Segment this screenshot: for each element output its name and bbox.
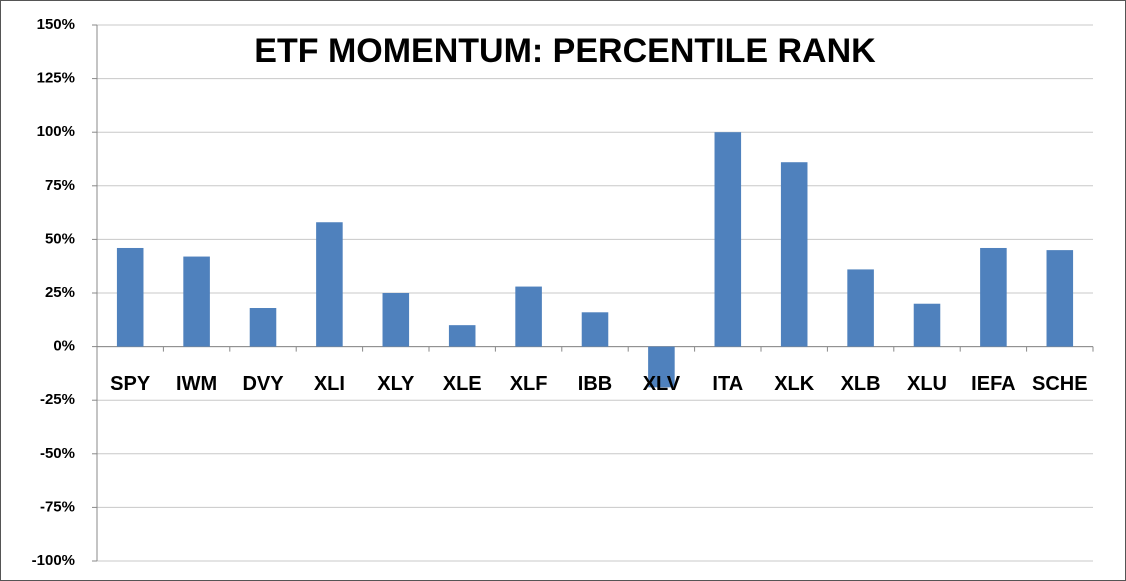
- bar: [780, 162, 808, 347]
- chart-title: ETF MOMENTUM: PERCENTILE RANK: [254, 32, 876, 70]
- x-tick-label: SPY: [110, 373, 151, 395]
- x-tick-label: XLI: [314, 373, 345, 395]
- bar: [913, 303, 941, 347]
- bar: [648, 346, 675, 388]
- bar: [116, 247, 144, 347]
- x-tick-label: IEFA: [971, 373, 1015, 395]
- bar: [714, 132, 742, 347]
- x-tick-label: IWM: [176, 373, 217, 395]
- bar: [847, 269, 874, 347]
- x-tick-label: DVY: [242, 373, 284, 395]
- x-tick-label: ITA: [712, 373, 743, 395]
- bar: [448, 325, 476, 347]
- bar: [980, 247, 1007, 347]
- x-tick-label: XLB: [841, 373, 881, 395]
- y-tick-label: 0%: [53, 338, 75, 355]
- x-tick-label: XLY: [377, 373, 415, 395]
- y-tick-label: 50%: [45, 230, 75, 247]
- bar: [581, 312, 609, 347]
- x-tick-label: XLV: [643, 373, 681, 395]
- y-tick-label: 100%: [37, 123, 75, 140]
- x-tick-label: XLF: [510, 373, 548, 395]
- bar: [316, 222, 343, 347]
- y-tick-label: -50%: [40, 445, 75, 462]
- x-tick-label: XLU: [907, 373, 947, 395]
- bar: [249, 308, 277, 347]
- y-tick-label: -25%: [40, 391, 75, 408]
- bar: [382, 293, 410, 347]
- y-tick-label: 75%: [45, 177, 75, 194]
- y-tick-label: 25%: [45, 284, 75, 301]
- y-tick-label: 125%: [37, 70, 75, 87]
- x-tick-label: SCHE: [1032, 373, 1088, 395]
- bar: [183, 256, 210, 347]
- x-tick-label: XLE: [443, 373, 482, 395]
- x-tick-label: XLK: [774, 373, 815, 395]
- y-tick-label: 150%: [37, 16, 75, 33]
- x-tick-label: IBB: [578, 373, 612, 395]
- bar: [1046, 250, 1074, 347]
- bar: [515, 286, 542, 347]
- y-tick-label: -100%: [32, 552, 75, 569]
- y-tick-label: -75%: [40, 498, 75, 515]
